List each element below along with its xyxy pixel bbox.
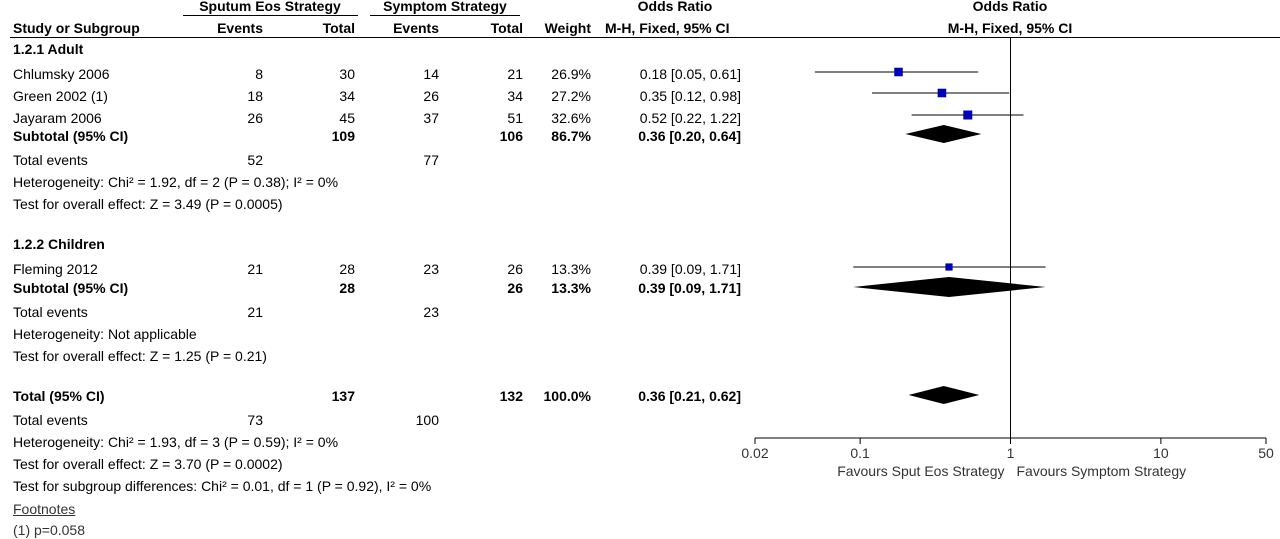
subtotal-label: Subtotal (95% CI) [13, 128, 129, 144]
col-total1: Total [322, 20, 355, 36]
point-estimate [894, 67, 903, 77]
subgroup-title: 1.2.2 Children [13, 236, 105, 252]
total1: 28 [339, 261, 355, 277]
odds-ratio-ci: 0.52 [0.22, 1.22] [639, 110, 741, 126]
total-ci: 0.36 [0.21, 0.62] [638, 388, 741, 404]
subgroup-title: 1.2.1 Adult [13, 41, 84, 57]
subtotal-total1: 28 [339, 280, 355, 296]
overall-effect: Test for overall effect: Z = 1.25 (P = 0… [13, 348, 267, 364]
total-heterogeneity: Heterogeneity: Chi² = 1.93, df = 3 (P = … [13, 434, 339, 450]
weight: 13.3% [551, 261, 591, 277]
total2: 34 [507, 88, 523, 104]
study-name: Jayaram 2006 [13, 110, 102, 126]
subtotal-label: Subtotal (95% CI) [13, 280, 129, 296]
events2: 14 [423, 66, 439, 82]
total2: 26 [507, 261, 523, 277]
subtotal-total1: 109 [331, 128, 355, 144]
overall-effect: Test for overall effect: Z = 3.49 (P = 0… [13, 196, 283, 212]
total-events1: 52 [247, 152, 263, 168]
odds-ratio-ci: 0.18 [0.05, 0.61] [639, 66, 741, 82]
weight: 32.6% [551, 110, 591, 126]
total1: 30 [339, 66, 355, 82]
total-events2: 77 [423, 152, 439, 168]
total-label: Total (95% CI) [13, 388, 105, 404]
total-events2: 23 [423, 304, 439, 320]
total-overall-effect: Test for overall effect: Z = 3.70 (P = 0… [13, 456, 283, 472]
events2: 23 [423, 261, 439, 277]
heterogeneity: Heterogeneity: Not applicable [13, 326, 197, 342]
col-mh-right: M-H, Fixed, 95% CI [947, 20, 1073, 36]
total-events1: 21 [247, 304, 263, 320]
summary-diamond [905, 125, 982, 143]
summary-diamond [853, 277, 1046, 297]
group2-header: Symptom Strategy [383, 0, 507, 14]
group2-rule [370, 15, 520, 16]
footnote-item: (1) p=0.058 [13, 522, 85, 538]
point-estimate [937, 88, 947, 98]
point-estimate [963, 110, 973, 120]
subgroup-differences: Test for subgroup differences: Chi² = 0.… [13, 478, 432, 494]
subtotal-weight: 13.3% [551, 280, 591, 296]
total2: 51 [507, 110, 523, 126]
total-weight: 100.0% [543, 388, 591, 404]
col-total2: Total [490, 20, 523, 36]
odds-ratio-ci: 0.39 [0.09, 1.71] [639, 261, 741, 277]
odds-ratio-ci: 0.35 [0.12, 0.98] [639, 88, 741, 104]
total-total1: 137 [331, 388, 355, 404]
x-tick-label: 1 [1007, 445, 1015, 461]
or-title-left: Odds Ratio [637, 0, 713, 14]
total-events2: 100 [415, 412, 439, 428]
x-tick-label: 50 [1258, 445, 1274, 461]
study-name: Chlumsky 2006 [13, 66, 110, 82]
events1: 21 [247, 261, 263, 277]
group1-rule [183, 15, 358, 16]
heterogeneity: Heterogeneity: Chi² = 1.92, df = 2 (P = … [13, 174, 339, 190]
col-weight: Weight [544, 20, 591, 36]
summary-diamond [908, 386, 980, 404]
col-events1: Events [217, 20, 263, 36]
total-events-label: Total events [13, 152, 88, 168]
or-title-right: Odds Ratio [972, 0, 1048, 14]
events1: 26 [247, 110, 263, 126]
total-events-label: Total events [13, 412, 88, 428]
total-events-label: Total events [13, 304, 88, 320]
events1: 8 [255, 66, 263, 82]
x-label-left: Favours Sput Eos Strategy [837, 463, 1004, 479]
subtotal-total2: 106 [499, 128, 523, 144]
subtotal-weight: 86.7% [551, 128, 591, 144]
total-total2: 132 [499, 388, 523, 404]
x-tick-label: 0.1 [850, 445, 870, 461]
total1: 34 [339, 88, 355, 104]
subtotal-total2: 26 [507, 280, 523, 296]
study-name: Green 2002 (1) [13, 88, 108, 104]
study-name: Fleming 2012 [13, 261, 98, 277]
total2: 21 [507, 66, 523, 82]
footnotes-title: Footnotes [13, 501, 76, 517]
x-tick-label: 10 [1153, 445, 1169, 461]
subtotal-ci: 0.39 [0.09, 1.71] [638, 280, 741, 296]
weight: 27.2% [551, 88, 591, 104]
x-tick-label: 0.02 [741, 445, 768, 461]
events2: 37 [423, 110, 439, 126]
x-label-right: Favours Symptom Strategy [1017, 463, 1187, 479]
events2: 26 [423, 88, 439, 104]
col-mh-left: M-H, Fixed, 95% CI [605, 20, 730, 36]
group1-header: Sputum Eos Strategy [199, 0, 341, 14]
weight: 26.9% [551, 66, 591, 82]
col-events2: Events [393, 20, 439, 36]
events1: 18 [247, 88, 263, 104]
subtotal-ci: 0.36 [0.20, 0.64] [638, 128, 741, 144]
total-events1: 73 [247, 412, 263, 428]
header-rule [10, 37, 1280, 38]
point-estimate [945, 263, 953, 271]
col-study: Study or Subgroup [13, 20, 140, 36]
total1: 45 [339, 110, 355, 126]
